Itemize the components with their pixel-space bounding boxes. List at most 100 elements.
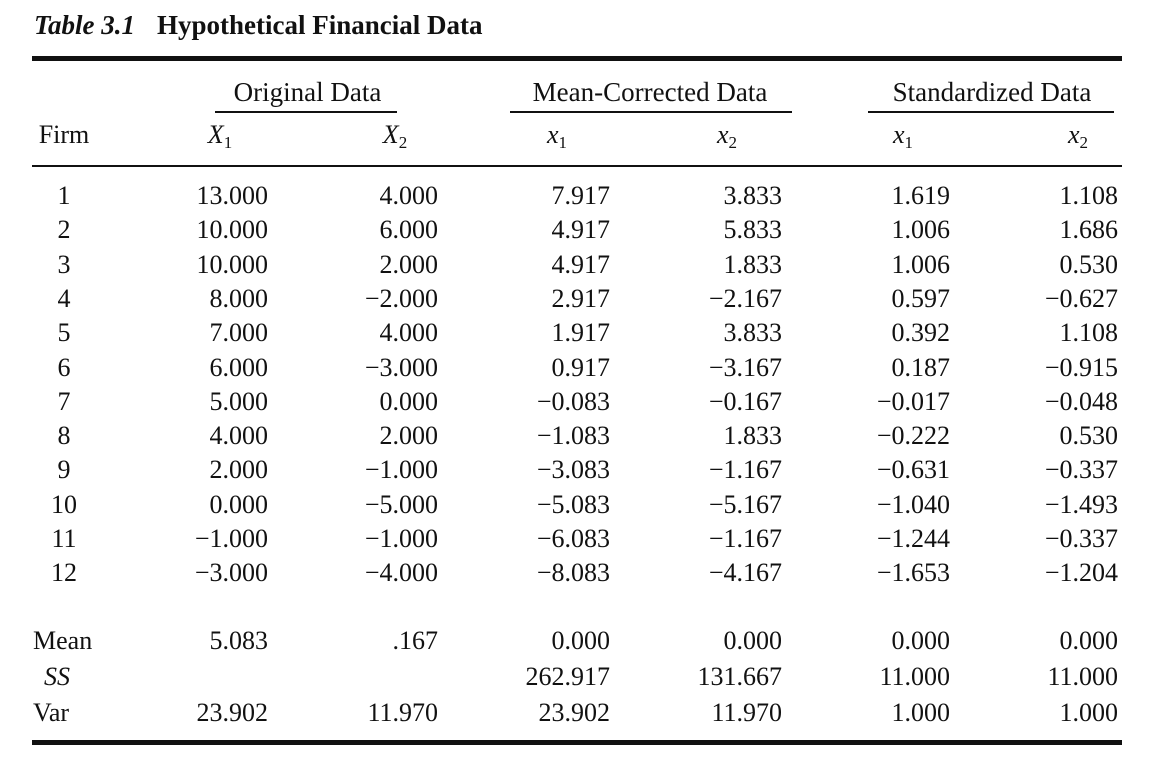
- value-cell: 2.000: [209, 455, 269, 485]
- value-cell: −1.040: [876, 489, 950, 519]
- value-cell: −3.083: [536, 455, 610, 485]
- column-header-label: Firm: [38, 120, 90, 149]
- value-cell: 5.000: [209, 386, 269, 416]
- value-cell: 131.667: [697, 662, 783, 691]
- column-header-1: X1: [190, 120, 250, 158]
- value-cell: −3.000: [194, 558, 268, 588]
- firm-cell: 6: [57, 352, 71, 382]
- value-cell: −0.222: [876, 421, 950, 451]
- value-cell: 13.000: [196, 181, 269, 210]
- value-cell: −0.017: [876, 386, 950, 416]
- value-cell: 4.917: [551, 249, 611, 279]
- value-cell: −0.337: [1044, 455, 1118, 485]
- value-cell: 2.000: [379, 249, 439, 279]
- value-cell: −0.167: [708, 386, 782, 416]
- value-cell: −6.083: [536, 524, 610, 553]
- firm-cell: 2: [57, 215, 71, 245]
- firm-cell: 4: [57, 283, 71, 313]
- firm-cell: 12: [51, 558, 77, 588]
- value-cell: 1.833: [723, 421, 783, 451]
- value-cell: 4.917: [551, 215, 611, 245]
- value-cell: 0.000: [379, 386, 439, 416]
- value-cell: 2.917: [551, 283, 611, 313]
- firm-cell: 10: [51, 489, 77, 519]
- top-rule: [32, 56, 1122, 61]
- bottom-rule: [32, 740, 1122, 745]
- value-cell: −5.083: [536, 489, 610, 519]
- value-cell: 11.970: [711, 698, 782, 727]
- column-header-subscript: 2: [398, 133, 408, 152]
- summary-label: SS: [44, 662, 70, 691]
- value-cell: 1.000: [891, 698, 951, 727]
- summary-label: Mean: [33, 626, 93, 655]
- value-cell: 5.083: [209, 626, 269, 655]
- value-cell: −1.167: [708, 455, 782, 485]
- value-cell: 1.108: [1059, 181, 1119, 210]
- value-cell: 6.000: [209, 352, 269, 382]
- column-header-0: Firm: [9, 120, 119, 150]
- column-header-3: x1: [527, 120, 587, 158]
- value-cell: .167: [392, 626, 439, 655]
- column-header-label: x: [716, 120, 729, 149]
- value-cell: 4.000: [379, 181, 439, 210]
- group-header-standardized: Standardized Data: [892, 77, 1092, 107]
- value-cell: −3.000: [364, 352, 438, 382]
- value-cell: −0.048: [1044, 386, 1118, 416]
- column-header-label: x: [546, 120, 559, 149]
- column-header-6: x2: [1048, 120, 1108, 158]
- value-cell: 10.000: [196, 249, 269, 279]
- value-cell: 262.917: [525, 662, 611, 691]
- table-caption: Table 3.1 Hypothetical Financial Data: [34, 10, 483, 41]
- value-cell: 1.006: [891, 249, 951, 279]
- table-title: Hypothetical Financial Data: [157, 10, 483, 40]
- summary-label: Var: [33, 698, 70, 727]
- column-header-subscript: 1: [904, 133, 914, 152]
- value-cell: 3.833: [723, 181, 783, 210]
- value-cell: −5.167: [708, 489, 782, 519]
- value-cell: 0.000: [891, 626, 951, 655]
- value-cell: −5.000: [364, 489, 438, 519]
- value-cell: 7.917: [551, 181, 611, 210]
- column-header-2: X2: [365, 120, 425, 158]
- firm-cell: 11: [51, 524, 77, 553]
- value-cell: 0.000: [209, 489, 269, 519]
- value-cell: −4.167: [708, 558, 782, 588]
- value-cell: −0.337: [1044, 524, 1118, 553]
- value-cell: 0.530: [1059, 249, 1119, 279]
- value-cell: 1.619: [891, 181, 951, 210]
- group-underline-standardized: [868, 111, 1114, 113]
- value-cell: 1.006: [891, 215, 951, 245]
- value-cell: 5.833: [723, 215, 783, 245]
- value-cell: 0.000: [551, 626, 611, 655]
- value-cell: 6.000: [379, 215, 439, 245]
- value-cell: 23.902: [196, 698, 269, 727]
- column-header-label: X: [382, 120, 399, 149]
- value-cell: 0.392: [891, 318, 951, 348]
- value-cell: −0.631: [876, 455, 950, 485]
- column-header-label: X: [207, 120, 224, 149]
- value-cell: −1.000: [194, 524, 268, 553]
- value-cell: 1.833: [723, 249, 783, 279]
- group-underline-mean-corrected: [510, 111, 792, 113]
- value-cell: −1.204: [1044, 558, 1118, 588]
- firm-cell: 8: [57, 421, 71, 451]
- value-cell: 0.917: [551, 352, 611, 382]
- value-cell: −3.167: [708, 352, 782, 382]
- firm-cell: 7: [57, 386, 71, 416]
- value-cell: 1.000: [1059, 698, 1119, 727]
- column-header-5: x1: [873, 120, 933, 158]
- value-cell: −4.000: [364, 558, 438, 588]
- firm-cell: 9: [57, 455, 71, 485]
- value-cell: 7.000: [209, 318, 269, 348]
- header-rule: [32, 165, 1122, 167]
- value-cell: −1.167: [708, 524, 782, 553]
- value-cell: −0.915: [1044, 352, 1118, 382]
- value-cell: −1.244: [876, 524, 950, 553]
- value-cell: −1.653: [876, 558, 950, 588]
- value-cell: −1.083: [536, 421, 610, 451]
- value-cell: 11.000: [879, 662, 950, 691]
- value-cell: −1.493: [1044, 489, 1118, 519]
- column-header-subscript: 1: [558, 133, 568, 152]
- value-cell: 10.000: [196, 215, 269, 245]
- group-underline-original: [215, 111, 397, 113]
